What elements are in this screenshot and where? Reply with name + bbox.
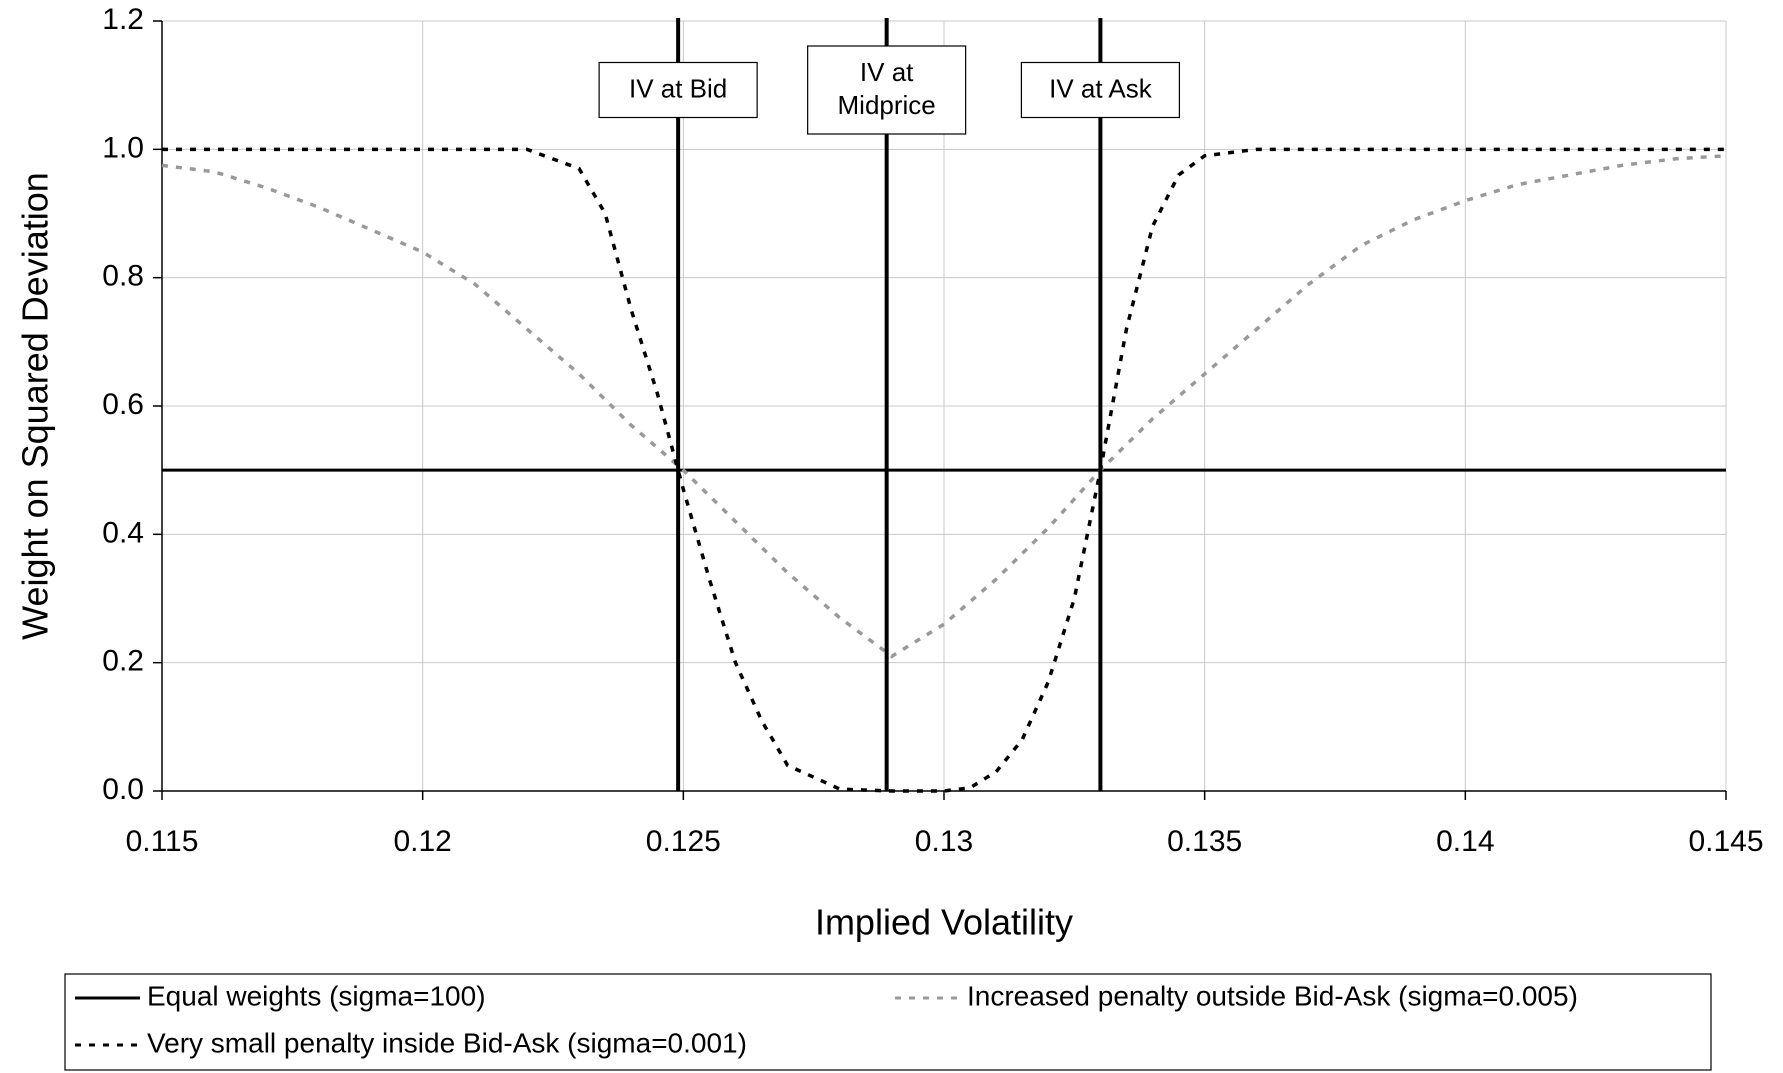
annotation: IV at bbox=[860, 57, 914, 87]
y-tick-label: 0.4 bbox=[102, 516, 144, 549]
x-tick-label: 0.14 bbox=[1436, 825, 1494, 858]
y-tick-label: 1.0 bbox=[102, 131, 144, 164]
annotation-box bbox=[807, 45, 967, 135]
legend-box bbox=[64, 973, 1712, 1071]
y-tick-label: 0.2 bbox=[102, 645, 144, 678]
y-tick-label: 1.2 bbox=[102, 3, 144, 36]
annotation-box bbox=[598, 61, 758, 119]
y-tick-label: 0.8 bbox=[102, 260, 144, 293]
y-axis-title: Weight on Squared Deviation bbox=[15, 172, 56, 640]
legend-label: Increased penalty outside Bid-Ask (sigma… bbox=[967, 980, 1578, 1011]
x-tick-label: 0.115 bbox=[126, 825, 199, 858]
y-tick-label: 0.6 bbox=[102, 388, 144, 421]
series-line bbox=[162, 147, 1726, 793]
annotation: IV at Bid bbox=[629, 73, 727, 103]
annotation-box bbox=[1020, 61, 1181, 119]
annotation: Midprice bbox=[838, 90, 936, 120]
y-tick-label: 0.0 bbox=[102, 773, 144, 806]
legend-label: Very small penalty inside Bid-Ask (sigma… bbox=[147, 1027, 747, 1058]
x-tick-label: 0.135 bbox=[1167, 825, 1242, 858]
x-tick-label: 0.125 bbox=[646, 825, 721, 858]
x-tick-label: 0.145 bbox=[1688, 825, 1763, 858]
x-tick-label: 0.12 bbox=[393, 825, 451, 858]
x-tick-label: 0.13 bbox=[915, 825, 973, 858]
x-axis-title: Implied Volatility bbox=[815, 902, 1073, 943]
annotation: IV at Ask bbox=[1049, 73, 1153, 103]
legend-label: Equal weights (sigma=100) bbox=[147, 980, 486, 1011]
